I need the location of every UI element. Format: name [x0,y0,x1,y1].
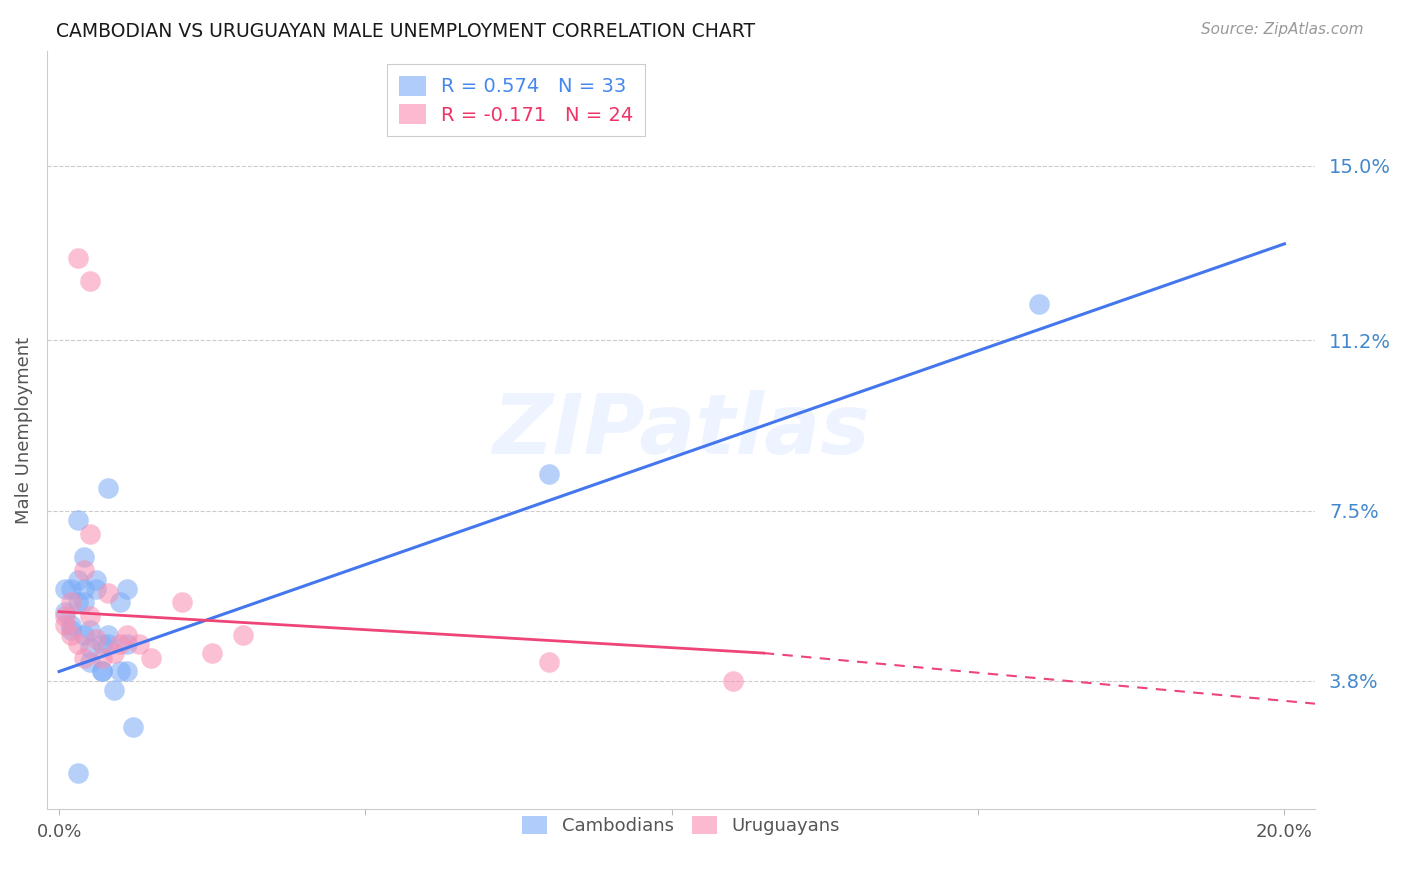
Point [97,481,120,495]
Point [66,637,89,651]
Point [72,582,94,596]
Point [721,673,744,688]
Point [121,720,143,734]
Point [1028,296,1050,310]
Point [84,573,107,587]
Y-axis label: Male Unemployment: Male Unemployment [15,336,32,524]
Point [115,628,138,642]
Point [97,637,120,651]
Point [97,628,120,642]
Point [97,586,120,600]
Point [72,650,94,665]
Point [128,637,150,651]
Text: ZIPatlas: ZIPatlas [492,390,870,471]
Point [84,632,107,647]
Point [60,628,83,642]
Point [60,618,83,632]
Point [115,665,138,679]
Point [66,513,89,527]
Point [53,609,76,624]
Point [72,563,94,577]
Text: Source: ZipAtlas.com: Source: ZipAtlas.com [1201,22,1364,37]
Point [60,582,83,596]
Text: CAMBODIAN VS URUGUAYAN MALE UNEMPLOYMENT CORRELATION CHART: CAMBODIAN VS URUGUAYAN MALE UNEMPLOYMENT… [56,22,755,41]
Point [72,628,94,642]
Point [110,665,132,679]
Point [91,665,114,679]
Point [110,637,132,651]
Point [72,549,94,564]
Point [66,765,89,780]
Point [79,641,101,656]
Point [79,609,101,624]
Legend: Cambodians, Uruguayans: Cambodians, Uruguayans [515,808,848,842]
Point [538,467,561,481]
Point [53,618,76,632]
Point [115,637,138,651]
Point [201,646,224,660]
Point [66,573,89,587]
Point [60,595,83,609]
Point [53,582,76,596]
Point [60,623,83,637]
Point [91,637,114,651]
Point [79,655,101,669]
Point [103,682,125,697]
Point [79,526,101,541]
Point [91,665,114,679]
Point [232,628,254,642]
Point [84,582,107,596]
Point [79,623,101,637]
Point [66,595,89,609]
Point [91,650,114,665]
Point [538,655,561,669]
Point [139,650,162,665]
Point [115,582,138,596]
Point [66,251,89,265]
Point [110,595,132,609]
Point [79,274,101,288]
Point [103,646,125,660]
Point [53,605,76,619]
Point [72,595,94,609]
Point [170,595,193,609]
